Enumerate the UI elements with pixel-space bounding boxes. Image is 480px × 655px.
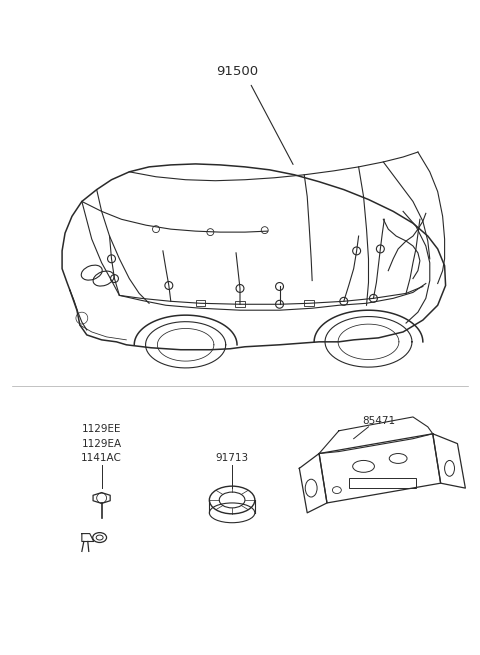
Text: 1129EE: 1129EE	[82, 424, 121, 434]
Text: 1141AC: 1141AC	[81, 453, 122, 464]
Text: 1129EA: 1129EA	[82, 439, 122, 449]
Bar	[195, 301, 205, 307]
Text: 91713: 91713	[216, 453, 249, 464]
Bar	[235, 301, 245, 307]
Bar	[304, 301, 314, 307]
Text: 85471: 85471	[362, 416, 395, 426]
Bar	[349, 478, 416, 488]
Text: 91500: 91500	[216, 64, 258, 77]
